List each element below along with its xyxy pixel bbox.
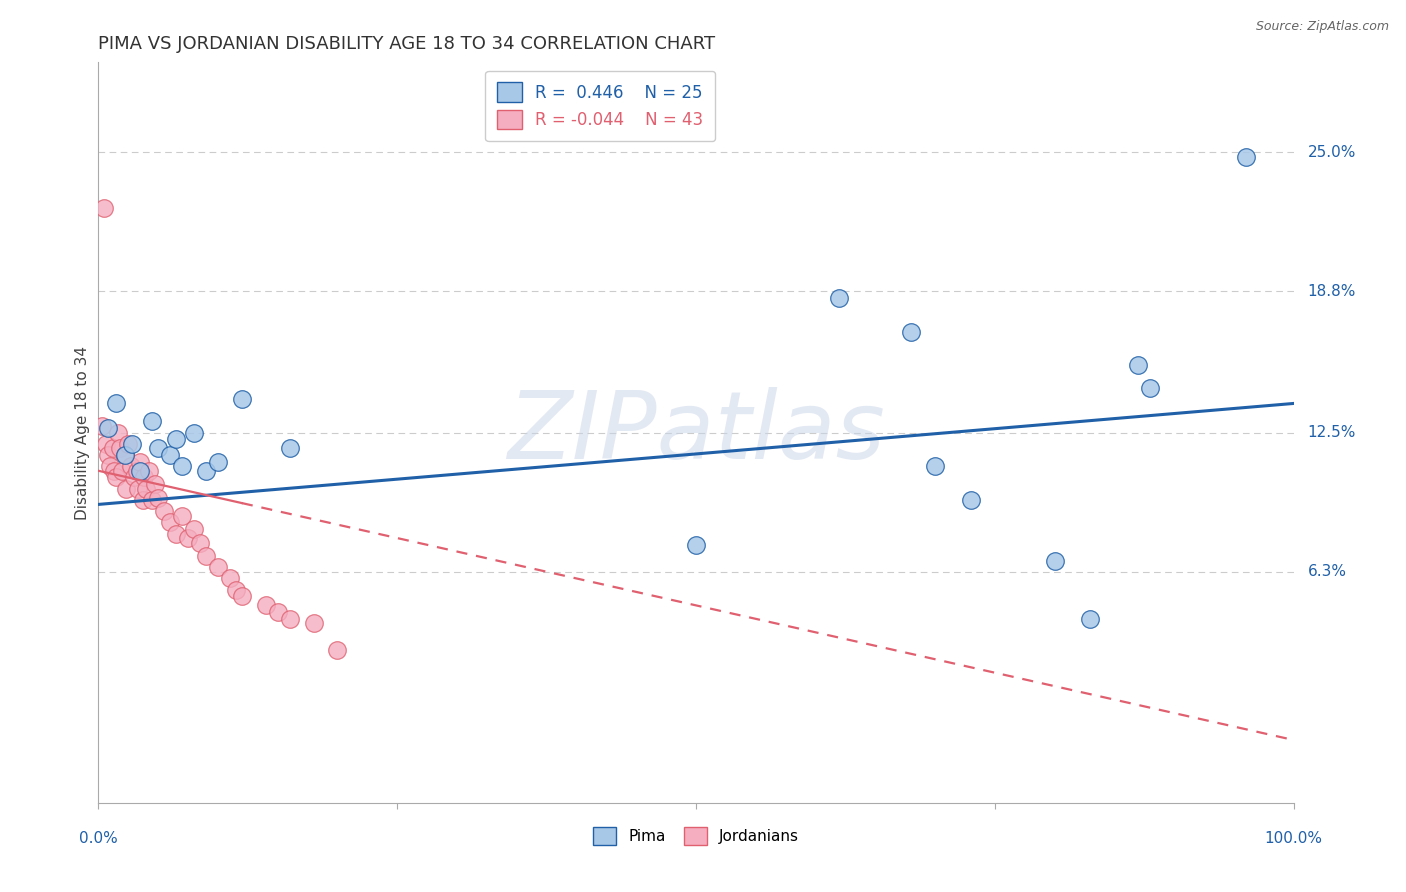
Y-axis label: Disability Age 18 to 34: Disability Age 18 to 34 bbox=[75, 345, 90, 520]
Point bbox=[103, 464, 125, 478]
Point bbox=[900, 325, 922, 339]
Point bbox=[924, 459, 946, 474]
Point bbox=[135, 482, 157, 496]
Point bbox=[108, 442, 131, 456]
Point bbox=[254, 599, 277, 613]
Point bbox=[97, 421, 120, 435]
Point bbox=[121, 437, 143, 451]
Point bbox=[1128, 359, 1150, 373]
Point bbox=[278, 612, 301, 626]
Point bbox=[101, 442, 124, 456]
Point bbox=[148, 491, 170, 505]
Point bbox=[129, 464, 152, 478]
Point bbox=[129, 455, 152, 469]
Text: 25.0%: 25.0% bbox=[1308, 145, 1355, 160]
Legend: Pima, Jordanians: Pima, Jordanians bbox=[586, 821, 806, 851]
Point bbox=[117, 437, 139, 451]
Point bbox=[267, 605, 290, 619]
Point bbox=[828, 291, 851, 305]
Point bbox=[1080, 612, 1102, 626]
Text: 18.8%: 18.8% bbox=[1308, 284, 1355, 299]
Text: 6.3%: 6.3% bbox=[1308, 565, 1347, 579]
Point bbox=[159, 516, 181, 530]
Point bbox=[94, 437, 117, 451]
Text: 100.0%: 100.0% bbox=[1264, 831, 1323, 847]
Text: 0.0%: 0.0% bbox=[79, 831, 118, 847]
Point bbox=[1043, 553, 1066, 567]
Text: PIMA VS JORDANIAN DISABILITY AGE 18 TO 34 CORRELATION CHART: PIMA VS JORDANIAN DISABILITY AGE 18 TO 3… bbox=[98, 35, 716, 53]
Point bbox=[165, 433, 187, 447]
Point bbox=[278, 442, 301, 456]
Point bbox=[231, 392, 253, 406]
Point bbox=[195, 464, 218, 478]
Point bbox=[183, 522, 205, 536]
Text: ZIPatlas: ZIPatlas bbox=[508, 387, 884, 478]
Point bbox=[1139, 381, 1161, 395]
Point bbox=[960, 492, 983, 507]
Point bbox=[231, 590, 253, 604]
Point bbox=[207, 455, 229, 469]
Point bbox=[207, 560, 229, 574]
Point bbox=[98, 459, 122, 474]
Point bbox=[153, 504, 176, 518]
Point bbox=[115, 482, 138, 496]
Text: 12.5%: 12.5% bbox=[1308, 425, 1355, 440]
Text: Source: ZipAtlas.com: Source: ZipAtlas.com bbox=[1256, 20, 1389, 33]
Point bbox=[326, 643, 349, 657]
Point bbox=[165, 526, 187, 541]
Point bbox=[114, 448, 136, 462]
Point bbox=[225, 582, 247, 597]
Point bbox=[107, 425, 129, 440]
Point bbox=[132, 470, 155, 484]
Point bbox=[138, 464, 160, 478]
Point bbox=[125, 464, 148, 478]
Point bbox=[111, 464, 134, 478]
Point bbox=[188, 535, 211, 549]
Point bbox=[177, 531, 200, 545]
Point bbox=[120, 459, 142, 474]
Point bbox=[172, 508, 194, 523]
Point bbox=[124, 470, 146, 484]
Point bbox=[302, 616, 325, 631]
Point bbox=[685, 538, 707, 552]
Point bbox=[143, 477, 166, 491]
Point bbox=[97, 448, 120, 462]
Point bbox=[91, 418, 114, 433]
Point bbox=[141, 492, 163, 507]
Point bbox=[219, 571, 242, 585]
Point bbox=[105, 470, 128, 484]
Point bbox=[141, 414, 163, 428]
Point bbox=[159, 448, 181, 462]
Point bbox=[183, 425, 205, 440]
Point bbox=[1234, 150, 1257, 164]
Point bbox=[172, 459, 194, 474]
Point bbox=[105, 396, 128, 410]
Point bbox=[195, 549, 218, 563]
Point bbox=[114, 448, 136, 462]
Point bbox=[131, 492, 153, 507]
Point bbox=[148, 442, 170, 456]
Point bbox=[93, 201, 115, 215]
Point bbox=[127, 482, 149, 496]
